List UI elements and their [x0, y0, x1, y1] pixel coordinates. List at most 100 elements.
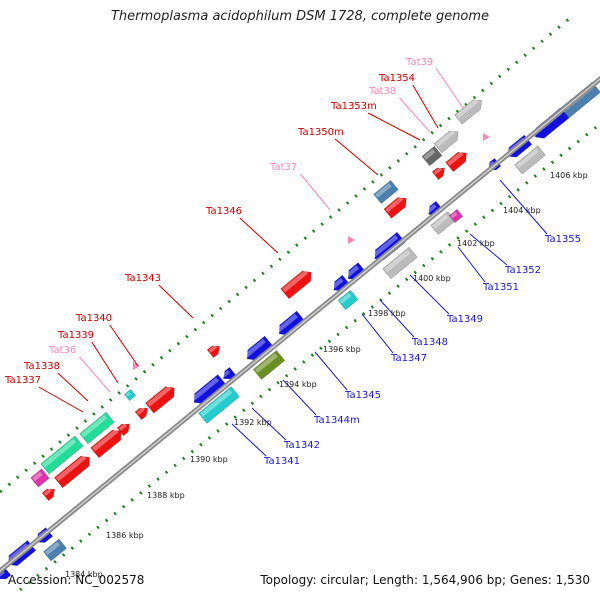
feature-steel-a: [373, 179, 399, 205]
leader-lower-2: [457, 246, 486, 283]
trna-marker-tat36: [133, 362, 140, 370]
leader-upper-2: [399, 97, 431, 133]
feature-blue-d-shine: [331, 277, 344, 289]
feature-ta1354-shine: [447, 151, 464, 166]
feature-blue-c-shine: [345, 265, 360, 278]
feature-teal-b: [40, 435, 84, 475]
feature-steel-a-shine: [375, 183, 392, 198]
feature-teal-a: [79, 411, 115, 445]
feature-ta1350m: [383, 196, 407, 219]
leader-upper-10: [79, 356, 111, 393]
label-ta1353m: Ta1353m: [330, 101, 377, 112]
label-ta1339: Ta1339: [57, 330, 94, 341]
feature-steel-b-body: [43, 538, 67, 562]
leader-upper-11: [57, 372, 89, 402]
feature-ta1339: [134, 407, 149, 421]
feature-teal-a-shine: [81, 414, 108, 438]
tick-dots: [0, 16, 600, 592]
feature-blue-f-body: [222, 366, 237, 380]
feature-gray-b-shine: [435, 129, 456, 147]
feature-blue-e-shine: [191, 377, 220, 402]
accession-text: Accession: NC_002578: [8, 573, 144, 587]
leader-lower-8: [251, 407, 287, 441]
feature-ta1337-body: [53, 455, 90, 489]
leader-lower-5: [361, 313, 394, 354]
label-tat39: Tat39: [405, 57, 433, 68]
trna-marker-tat39: [483, 133, 490, 141]
feature-ta1340-shine: [146, 385, 172, 407]
feature-ta1341: [198, 386, 240, 424]
leader-lower-6: [314, 351, 348, 391]
feature-steel-b: [43, 538, 67, 562]
scale-label: 1392 kbp: [234, 418, 272, 427]
leader-upper-6: [239, 217, 279, 254]
label-ta1345: Ta1345: [344, 390, 381, 401]
scale-label: 1398 kbp: [368, 309, 406, 318]
feature-ta1349-shine: [384, 249, 411, 273]
feature-gray-a-shine: [455, 98, 479, 119]
feature-tat36: [123, 388, 137, 402]
feature-ta1340-body: [145, 386, 175, 414]
feature-ta1339-body: [134, 407, 149, 421]
feature-small-red-shine: [118, 423, 128, 431]
feature-blue-a: [532, 107, 570, 139]
upper-tick-line: [0, 16, 571, 494]
feature-gray-b: [433, 129, 459, 154]
feature-magenta-b-shine: [450, 212, 458, 219]
feature-steel-b-shine: [44, 541, 60, 556]
feature-dark-gray-body: [421, 145, 443, 167]
label-ta1343: Ta1343: [124, 273, 161, 284]
feature-ta1338-shine: [92, 428, 119, 452]
label-ta1341: Ta1341: [263, 456, 300, 467]
label-tat38: Tat38: [368, 86, 396, 97]
feature-teal-b-shine: [42, 438, 77, 468]
feature-tat36-body: [123, 388, 137, 402]
feature-magenta-b: [448, 208, 464, 224]
feature-blue-i-shine: [0, 570, 6, 578]
scale-label: 1390 kbp: [190, 455, 228, 464]
feature-ta1353m: [431, 167, 446, 181]
feature-blue-e: [191, 374, 227, 404]
label-leaders: [38, 68, 548, 457]
feature-ta1344m-shine: [254, 353, 278, 374]
label-ta1350m: Ta1350m: [297, 127, 344, 138]
feature-ta1340: [145, 385, 175, 414]
trna-marker-tat37: [348, 236, 355, 244]
scale-label: 1402 kbp: [457, 239, 495, 248]
feature-ta1343-body: [206, 345, 221, 359]
feature-ta1341-body: [198, 386, 240, 424]
scale-labels: 1384 kbp 1386 kbp 1388 kbp 1390 kbp 1392 kbp…: [65, 171, 588, 579]
feature-teal-a-body: [79, 411, 115, 445]
leader-upper-1: [412, 84, 439, 129]
feature-blue-f: [221, 366, 237, 380]
feature-ta1346-body: [280, 270, 312, 300]
label-ta1344m: Ta1344m: [313, 415, 360, 426]
label-ta1351: Ta1351: [482, 282, 519, 293]
feature-small-red-body: [116, 423, 131, 437]
feature-ta1347: [337, 289, 359, 311]
feature-ta1353m-body: [431, 167, 446, 181]
feature-dark-gray: [421, 145, 443, 167]
feature-red-end-shine: [43, 488, 53, 496]
leader-upper-12: [38, 386, 84, 413]
feature-magenta-a-shine: [32, 471, 43, 482]
feature-red-end: [41, 488, 56, 502]
feature-red-end-body: [41, 488, 56, 502]
label-ta1348: Ta1348: [411, 337, 448, 348]
leader-upper-0: [436, 68, 464, 109]
feature-steel-a-body: [373, 179, 399, 205]
label-ta1355: Ta1355: [544, 234, 581, 245]
leader-lower-3: [409, 274, 450, 315]
backbone-highlight: [0, 78, 600, 572]
feature-ta1343: [206, 345, 221, 359]
feature-gray-c-body: [514, 145, 546, 175]
feature-ta1355-shine: [486, 161, 496, 169]
feature-ta1352-shine: [432, 214, 449, 229]
feature-ta1346: [280, 269, 312, 300]
scale-label: 1394 kbp: [279, 380, 317, 389]
feature-blue-h-shine: [5, 543, 29, 564]
feature-ta1351-shine: [426, 203, 437, 214]
feature-ta1350m-body: [383, 197, 407, 219]
leader-lower-4: [379, 299, 415, 338]
